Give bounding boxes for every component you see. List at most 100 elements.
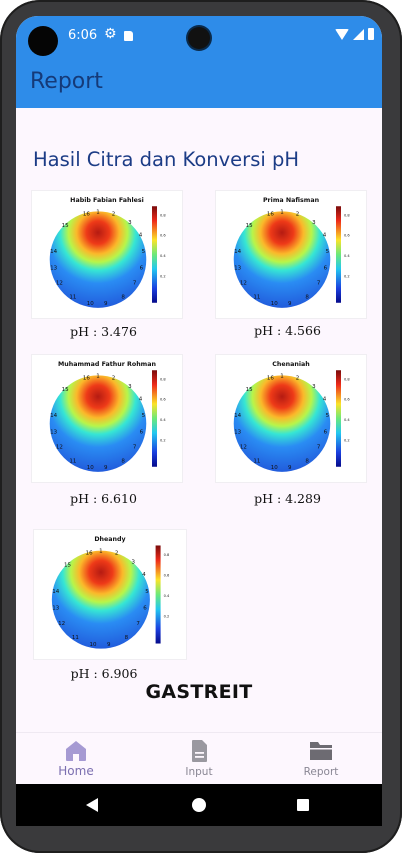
subject-name: Muhammad Fathur Rohman (58, 361, 156, 368)
subject-name: Chenaniah (272, 361, 310, 368)
electrode-label: 16 (267, 375, 274, 381)
electrode-label: 3 (131, 559, 135, 565)
electrode-label: 2 (115, 551, 119, 557)
nav-home[interactable]: Home (36, 739, 116, 778)
electrode-label: 7 (133, 445, 137, 451)
electrode-label: 6 (324, 429, 328, 435)
status-time: 6:06 (68, 28, 98, 43)
center-camera-icon (188, 27, 210, 49)
ph-value: pH : 4.566 (254, 323, 321, 338)
document-icon (192, 740, 207, 762)
ph-value: pH : 6.906 (70, 666, 138, 681)
electrode-label: 1 (96, 209, 100, 215)
app-bar: Report (16, 56, 382, 108)
battery-icon (368, 28, 374, 40)
electrode-label: 14 (52, 589, 59, 595)
nav-home-label: Home (58, 764, 94, 778)
electrode-label: 8 (305, 458, 309, 464)
tomography-image: Prima Nafisman 16 1 2 3 4 5 6 7 8 9 10 11 12 13 14 15 0.… (215, 190, 367, 319)
electrode-label: 10 (271, 465, 278, 471)
electrode-label: 6 (324, 265, 328, 271)
electrode-label: 9 (288, 301, 292, 307)
electrode-label: 4 (142, 572, 146, 578)
colorbar-tick: 0.8 (344, 213, 350, 217)
electrode-label: 4 (323, 232, 327, 238)
electrode-label: 6 (140, 265, 144, 271)
home-icon (66, 741, 86, 761)
subject-name: Habib Fabian Fahlesi (70, 197, 144, 204)
screen: 6:06 ⚙ Report Hasil Citra dan Konversi p… (16, 16, 382, 816)
electrode-label: 8 (125, 635, 129, 641)
brand-label: GASTREIT (145, 681, 253, 703)
electrode-label: 16 (83, 375, 90, 381)
wifi-icon (335, 28, 349, 40)
electrode-label: 8 (121, 458, 125, 464)
electrode-label: 13 (52, 606, 59, 612)
colorbar-tick: 0.6 (164, 573, 170, 577)
colorbar-tick: 0.4 (344, 254, 350, 258)
ph-value: pH : 6.610 (70, 491, 137, 506)
tomography-image: Muhammad Fathur Rohman 16 1 2 3 4 5 6 7 8 9 10 11 12… (31, 354, 183, 483)
home-circle-icon[interactable] (192, 798, 206, 812)
electrode-label: 4 (139, 232, 143, 238)
tomography-image: Chenaniah 16 1 2 3 4 5 6 7 8 9 10 11 12 13 14 15 0.8 0.6 0… (215, 354, 367, 483)
electrode-label: 7 (317, 281, 321, 287)
electrode-label: 7 (317, 445, 321, 451)
nav-report[interactable]: Report (281, 739, 361, 778)
electrode-label: 5 (142, 413, 146, 419)
ph-value: pH : 4.289 (254, 491, 321, 506)
nav-input[interactable]: Input (159, 739, 239, 778)
electrode-label: 13 (50, 265, 57, 271)
electrode-label: 7 (133, 281, 137, 287)
nav-report-label: Report (303, 766, 339, 778)
electrode-label: 12 (56, 281, 63, 287)
sd-card-icon (124, 31, 133, 41)
electrode-label: 15 (62, 387, 69, 393)
electrode-label: 6 (140, 429, 144, 435)
electrode-label: 11 (253, 294, 260, 300)
electrode-label: 5 (326, 413, 330, 419)
electrode-label: 14 (50, 413, 57, 419)
electrode-label: 2 (112, 375, 116, 381)
electrode-label: 15 (62, 223, 69, 229)
electrode-label: 12 (240, 445, 247, 451)
electrode-label: 1 (96, 373, 100, 379)
electrode-label: 14 (234, 249, 241, 255)
colorbar-tick: 0.8 (160, 377, 166, 381)
electrode-label: 7 (136, 621, 140, 627)
colorbar-tick: 0.2 (164, 615, 170, 619)
colorbar-tick: 0.4 (160, 418, 166, 422)
subject-name: Prima Nafisman (262, 197, 320, 204)
electrode-label: 11 (69, 294, 76, 300)
electrode-label: 9 (107, 642, 111, 648)
electrode-label: 5 (145, 589, 149, 595)
electrode-label: 9 (104, 465, 108, 471)
subject-name: Dheandy (94, 536, 126, 543)
electrode-label: 8 (121, 294, 125, 300)
electrode-label: 5 (326, 249, 330, 255)
back-icon[interactable] (86, 798, 98, 812)
electrode-label: 3 (312, 220, 316, 226)
colorbar-tick: 0.6 (160, 398, 166, 402)
report-content[interactable]: Hasil Citra dan Konversi pH Habib Fabian… (16, 108, 382, 732)
recents-icon[interactable] (297, 799, 309, 811)
electrode-label: 13 (234, 265, 241, 271)
tomography-image: Dheandy 16 1 2 3 4 5 6 7 8 9 10 11 12 13 14 15 0.8 0.6 0.4… (33, 529, 187, 660)
colorbar-tick: 0.8 (344, 377, 350, 381)
electrode-label: 2 (112, 211, 116, 217)
nav-input-label: Input (185, 766, 213, 778)
ph-value: pH : 3.476 (70, 324, 137, 339)
colorbar-tick: 0.2 (344, 274, 350, 278)
colorbar-tick: 0.2 (160, 274, 166, 278)
electrode-label: 13 (234, 429, 241, 435)
colorbar-tick: 0.8 (160, 213, 166, 217)
colorbar-tick: 0.2 (344, 438, 350, 442)
electrode-label: 10 (87, 301, 94, 307)
folder-icon (310, 742, 332, 760)
electrode-label: 15 (246, 387, 253, 393)
electrode-label: 16 (83, 211, 90, 217)
colorbar-tick: 0.8 (164, 553, 170, 557)
